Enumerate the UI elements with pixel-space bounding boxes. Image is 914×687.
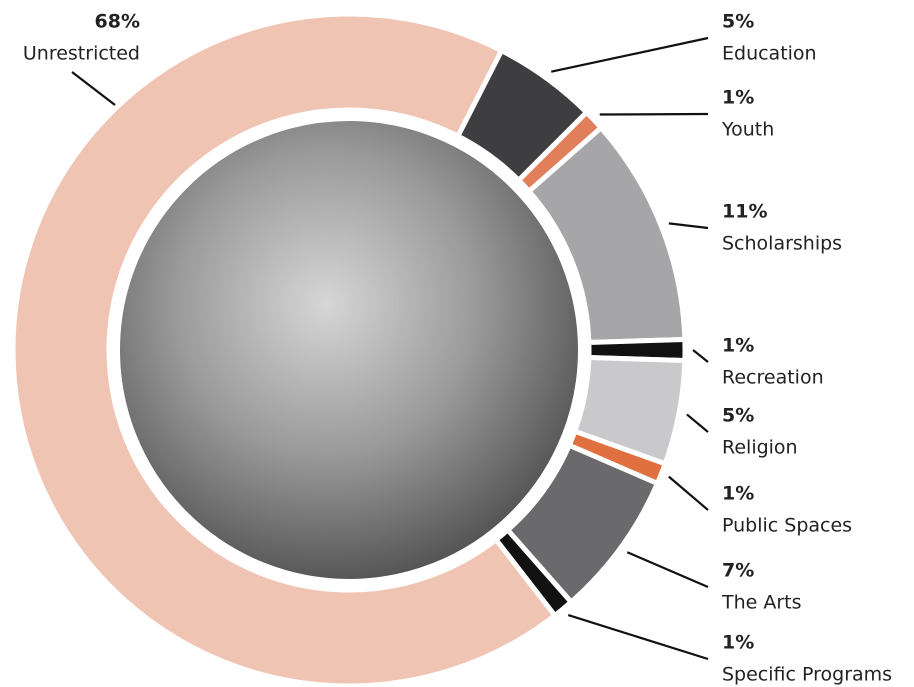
value-label: 7% — [722, 560, 754, 582]
leader-line — [551, 38, 708, 72]
value-label: 1% — [722, 632, 754, 654]
value-label: 1% — [722, 87, 754, 109]
leader-line — [669, 477, 708, 510]
leader-line — [568, 615, 708, 659]
leader-line — [600, 114, 708, 115]
photo — [117, 118, 581, 582]
category-label: Unrestricted — [23, 43, 140, 65]
leader-line — [687, 414, 708, 432]
category-label: Scholarships — [722, 233, 842, 255]
value-label: 5% — [722, 11, 754, 33]
leader-line — [72, 72, 115, 105]
value-label: 68% — [95, 11, 140, 33]
value-label: 1% — [722, 335, 754, 357]
value-label: 5% — [722, 405, 754, 427]
chart: 68% Unrestricted 5% Education 1% Youth 11% Scho… — [0, 0, 914, 687]
category-label: Public Spaces — [722, 515, 852, 537]
category-label: The Arts — [721, 592, 802, 614]
leader-line — [693, 350, 708, 362]
leader-line — [669, 223, 708, 228]
leader-line — [627, 552, 708, 587]
category-label: Education — [722, 43, 817, 65]
value-label: 1% — [722, 483, 754, 505]
value-label: 11% — [722, 201, 767, 223]
category-label: Specific Programs — [722, 664, 892, 686]
category-label: Recreation — [722, 367, 824, 389]
category-label: Youth — [721, 119, 774, 141]
category-label: Religion — [722, 437, 798, 459]
